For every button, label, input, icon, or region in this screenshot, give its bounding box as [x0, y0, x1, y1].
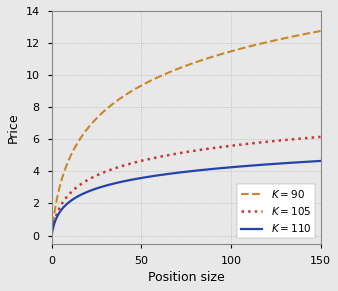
- $K = 110$: [180, 171, 185, 174]
- Line: $K = 90$: $K = 90$: [52, 31, 320, 235]
- $K = 90$: [311, 31, 315, 34]
- Legend: $K = 90$, $K = 105$, $K = 110$: $K = 90$, $K = 105$, $K = 110$: [237, 184, 315, 238]
- $K = 90$: [50, 234, 54, 237]
- $K = 105$: [311, 136, 315, 139]
- $K = 90$: [311, 31, 315, 34]
- $K = 90$: [318, 29, 322, 33]
- $K = 110$: [311, 160, 315, 163]
- $K = 105$: [261, 140, 265, 144]
- Line: $K = 110$: $K = 110$: [52, 161, 320, 235]
- $K = 105$: [173, 152, 177, 156]
- Y-axis label: Price: Price: [7, 112, 20, 143]
- Line: $K = 105$: $K = 105$: [52, 137, 320, 235]
- $K = 90$: [173, 68, 177, 72]
- $K = 110$: [50, 234, 54, 237]
- $K = 110$: [318, 159, 322, 163]
- X-axis label: Position size: Position size: [148, 271, 224, 284]
- $K = 110$: [311, 160, 315, 163]
- $K = 90$: [261, 41, 265, 45]
- $K = 105$: [318, 135, 322, 139]
- $K = 105$: [63, 197, 67, 200]
- $K = 110$: [63, 204, 67, 207]
- $K = 90$: [180, 65, 185, 69]
- $K = 110$: [261, 163, 265, 166]
- $K = 110$: [173, 171, 177, 175]
- $K = 105$: [50, 234, 54, 237]
- $K = 105$: [180, 151, 185, 155]
- $K = 105$: [311, 136, 315, 139]
- $K = 90$: [63, 167, 67, 170]
